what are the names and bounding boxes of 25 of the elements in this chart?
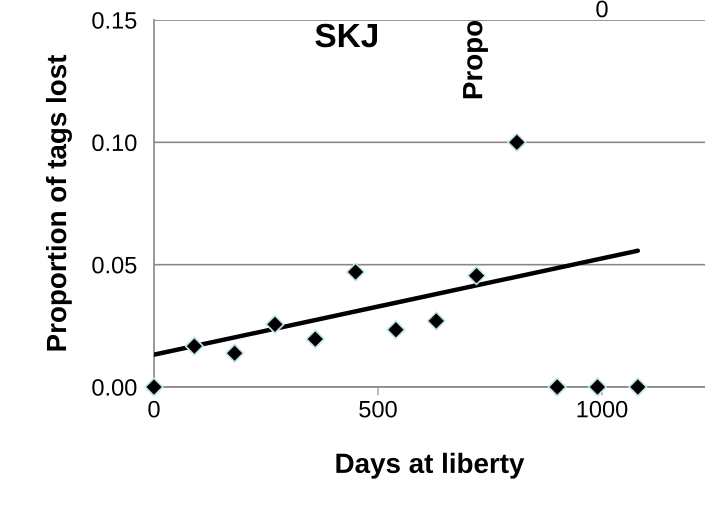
point [426, 311, 446, 331]
point [306, 329, 325, 349]
y-tick-label: 0.10 [92, 134, 136, 152]
point [548, 377, 567, 397]
point [628, 377, 648, 397]
y-tick-label: 0.00 [92, 379, 136, 396]
point [144, 377, 164, 397]
point [225, 344, 244, 363]
x-tick-label: 1000 [578, 400, 628, 418]
point [466, 266, 486, 286]
text: 0 [596, 0, 608, 18]
x-tick-label: 500 [359, 400, 397, 418]
point [507, 132, 526, 152]
chart-title: SKJ [315, 24, 377, 48]
point [184, 336, 204, 356]
x-axis-title: Days at liberty [336, 452, 524, 479]
y-tick-label: 0.05 [92, 256, 136, 274]
point [265, 314, 285, 334]
point [588, 377, 608, 397]
y-axis-title: Proportion of tags lost [46, 54, 72, 351]
x-tick-label: 0 [148, 400, 160, 418]
point [346, 262, 366, 282]
y-tick-label: 0.15 [92, 12, 136, 29]
point [386, 320, 406, 340]
annotation: Propo [463, 20, 488, 98]
